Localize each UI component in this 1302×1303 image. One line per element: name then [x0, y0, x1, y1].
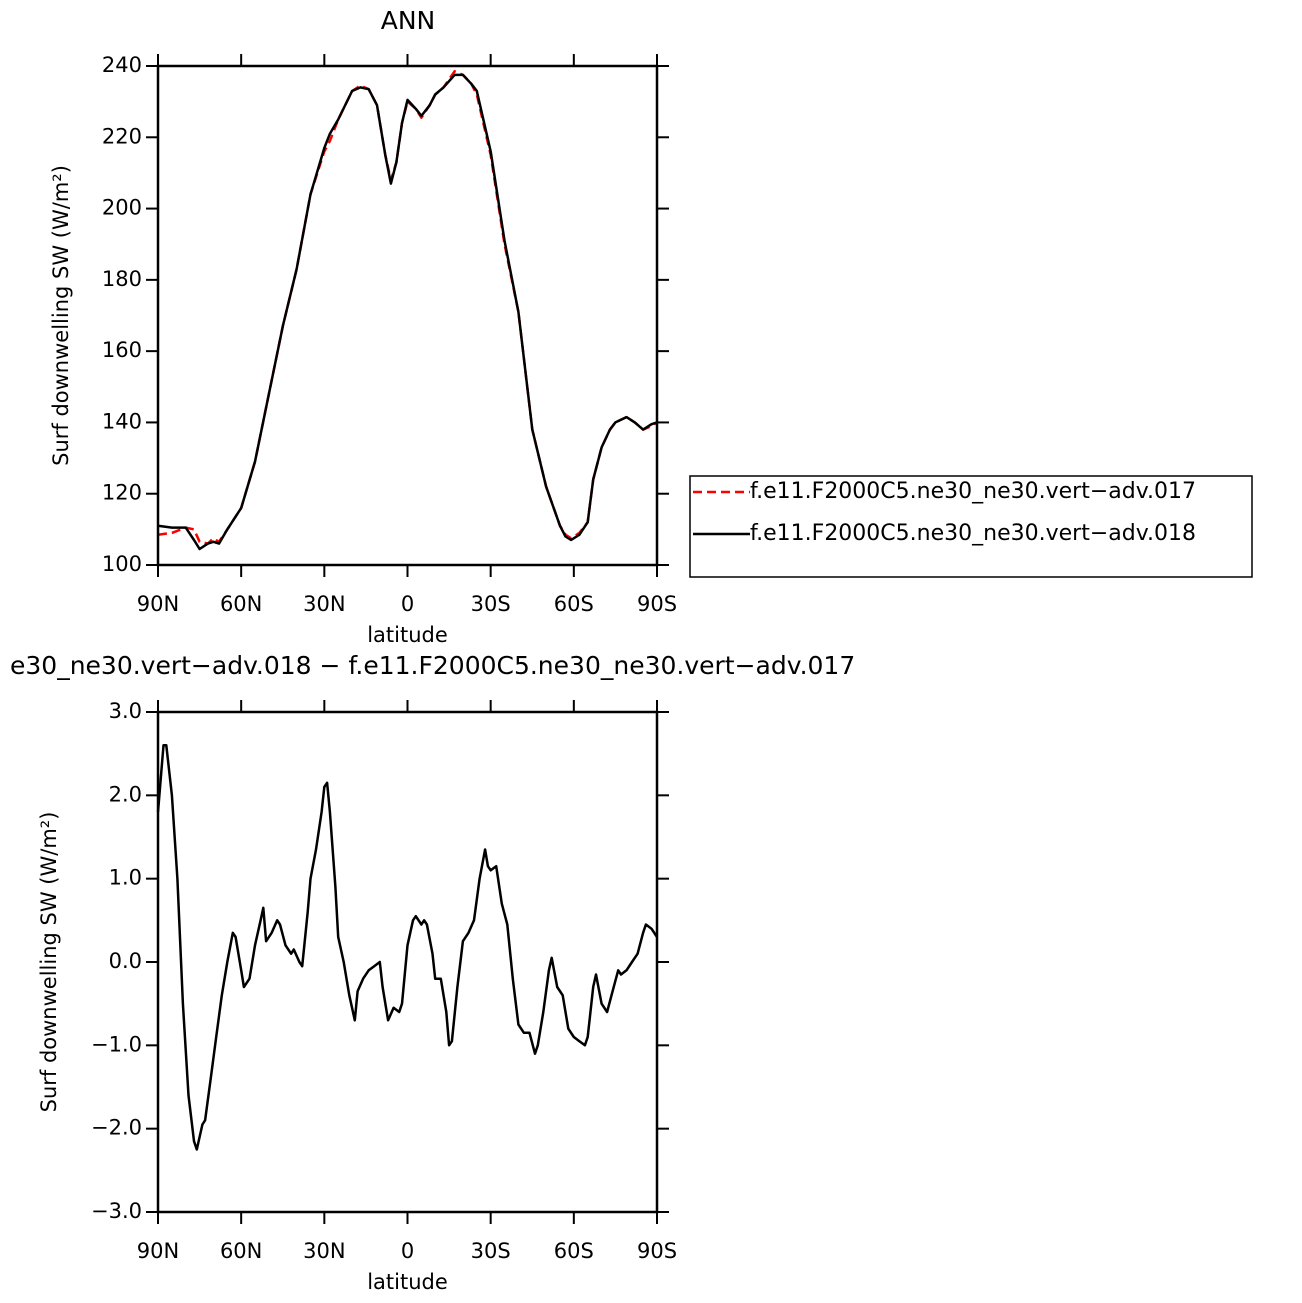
y-tick-label: 100 [102, 552, 142, 576]
y-tick-label: 240 [102, 53, 142, 77]
y-tick-label: 3.0 [109, 699, 142, 723]
x-axis-label: latitude [367, 1270, 448, 1294]
y-tick-label: 0.0 [109, 949, 142, 973]
x-tick-label: 0 [401, 592, 414, 616]
x-tick-label: 90S [637, 1239, 677, 1263]
plot-frame [156, 710, 659, 1214]
y-tick-label: −3.0 [91, 1199, 142, 1223]
data-line [157, 70, 658, 545]
y-tick-label: 140 [102, 409, 142, 433]
plot-frame [156, 64, 659, 567]
y-tick-label: 2.0 [109, 782, 142, 806]
y-tick-label: 120 [102, 481, 142, 505]
chart-title: ANN [381, 6, 436, 35]
y-tick-label: 220 [102, 124, 142, 148]
y-tick-label: 1.0 [109, 866, 142, 890]
x-tick-label: 30S [471, 592, 511, 616]
chart-title: e30_ne30.vert−adv.018 − f.e11.F2000C5.ne… [10, 651, 855, 680]
x-tick-label: 60N [220, 592, 262, 616]
x-tick-label: 60S [554, 592, 594, 616]
x-tick-label: 60N [220, 1239, 262, 1263]
x-tick-label: 30N [303, 1239, 345, 1263]
y-tick-label: −1.0 [91, 1032, 142, 1056]
x-tick-label: 30N [303, 592, 345, 616]
x-tick-label: 60S [554, 1239, 594, 1263]
x-tick-label: 0 [401, 1239, 414, 1263]
data-line [156, 744, 659, 1151]
x-tick-label: 90N [137, 1239, 179, 1263]
y-tick-label: 160 [102, 338, 142, 362]
legend-box [689, 475, 1253, 578]
y-axis-label: Surf downwelling SW (W/m²) [37, 812, 61, 1113]
y-axis-label: Surf downwelling SW (W/m²) [49, 165, 73, 466]
x-tick-label: 90N [137, 592, 179, 616]
legend-label: f.e11.F2000C5.ne30_ne30.vert−adv.017 [750, 479, 1196, 504]
x-tick-label: 90S [637, 592, 677, 616]
x-axis-label: latitude [367, 623, 448, 647]
x-tick-label: 30S [471, 1239, 511, 1263]
legend-label: f.e11.F2000C5.ne30_ne30.vert−adv.018 [750, 521, 1196, 546]
y-tick-label: 200 [102, 196, 142, 220]
y-tick-label: 180 [102, 267, 142, 291]
y-tick-label: −2.0 [91, 1116, 142, 1140]
data-line [157, 73, 658, 551]
